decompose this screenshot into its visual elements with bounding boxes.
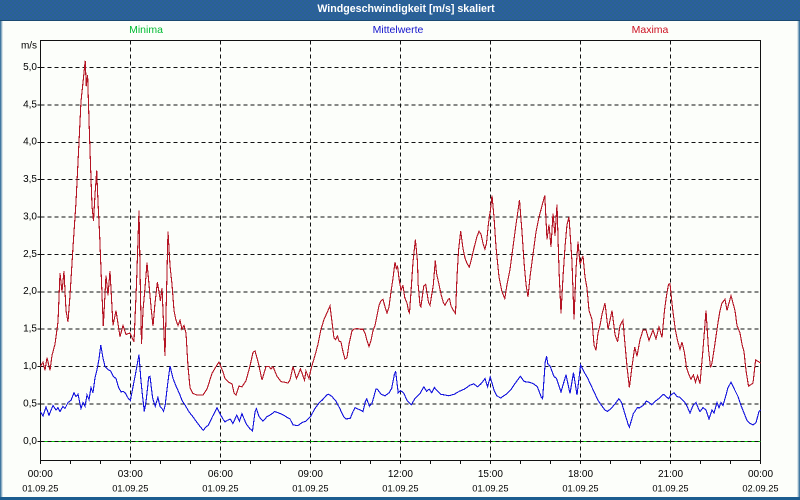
- svg-text:m/s: m/s: [21, 40, 37, 51]
- svg-text:01.09.25: 01.09.25: [112, 484, 148, 494]
- svg-text:02.09.25: 02.09.25: [742, 484, 778, 494]
- svg-text:2,5: 2,5: [23, 249, 37, 260]
- svg-text:18:00: 18:00: [568, 469, 593, 480]
- svg-text:01.09.25: 01.09.25: [292, 484, 328, 494]
- svg-text:4,5: 4,5: [23, 99, 37, 110]
- svg-text:06:00: 06:00: [208, 469, 233, 480]
- svg-text:01.09.25: 01.09.25: [22, 484, 58, 494]
- svg-text:2,0: 2,0: [23, 286, 37, 297]
- svg-text:03:00: 03:00: [118, 469, 143, 480]
- svg-text:12:00: 12:00: [388, 469, 413, 480]
- svg-text:5,0: 5,0: [23, 62, 37, 73]
- svg-text:21:00: 21:00: [658, 469, 683, 480]
- svg-text:3,5: 3,5: [23, 174, 37, 185]
- svg-text:01.09.25: 01.09.25: [202, 484, 238, 494]
- svg-text:01.09.25: 01.09.25: [382, 484, 418, 494]
- svg-text:1,0: 1,0: [23, 361, 37, 372]
- svg-text:00:00: 00:00: [748, 469, 773, 480]
- svg-text:09:00: 09:00: [298, 469, 323, 480]
- svg-text:1,5: 1,5: [23, 324, 37, 335]
- svg-text:01.09.25: 01.09.25: [562, 484, 598, 494]
- svg-text:0,0: 0,0: [23, 436, 37, 447]
- svg-text:01.09.25: 01.09.25: [472, 484, 508, 494]
- svg-text:01.09.25: 01.09.25: [652, 484, 688, 494]
- svg-text:3,0: 3,0: [23, 212, 37, 223]
- svg-text:00:00: 00:00: [28, 469, 53, 480]
- svg-text:0,5: 0,5: [23, 398, 37, 409]
- svg-text:15:00: 15:00: [478, 469, 503, 480]
- svg-text:4,0: 4,0: [23, 137, 37, 148]
